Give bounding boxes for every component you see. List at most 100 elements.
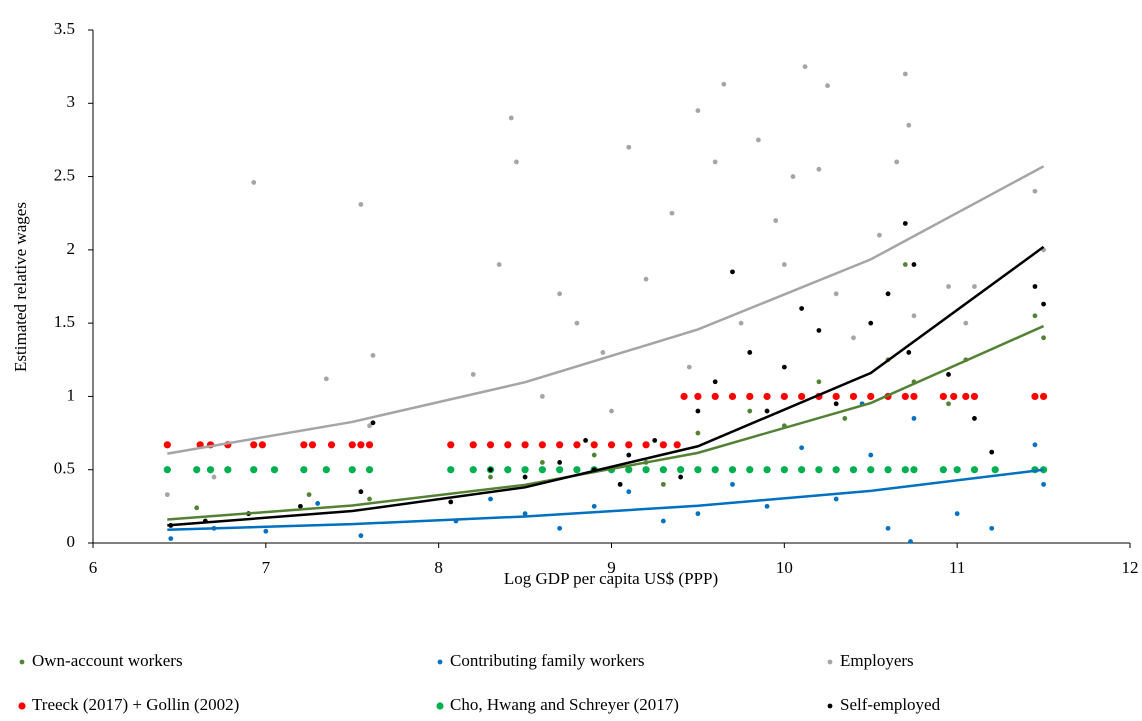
trend-line	[167, 324, 1045, 521]
y-tick-label: 3.5	[54, 19, 75, 38]
point	[721, 81, 727, 87]
point	[989, 525, 995, 531]
x-tick-label: 10	[776, 558, 793, 577]
point	[686, 364, 692, 370]
point	[756, 137, 761, 143]
point	[816, 166, 822, 172]
point	[370, 352, 376, 358]
point	[902, 221, 908, 226]
point	[447, 466, 455, 474]
point	[798, 392, 806, 401]
point	[539, 394, 545, 399]
point	[357, 441, 365, 449]
point	[747, 408, 753, 414]
point	[911, 416, 917, 421]
point	[348, 466, 356, 474]
point	[370, 420, 376, 426]
point	[901, 466, 909, 474]
point	[652, 438, 658, 443]
point	[763, 466, 771, 474]
point	[557, 459, 563, 465]
point	[348, 441, 356, 449]
point	[1039, 392, 1048, 401]
point	[504, 441, 512, 449]
point	[773, 218, 779, 223]
y-tick-label: 0.5	[54, 459, 75, 478]
point	[799, 445, 805, 451]
point	[906, 350, 912, 355]
point	[163, 441, 171, 449]
point	[660, 518, 666, 524]
point	[780, 466, 788, 474]
point	[970, 466, 979, 474]
point	[496, 262, 502, 267]
point	[591, 503, 597, 509]
x-axis-label: Log GDP per capita US$ (PPP)	[504, 569, 718, 588]
point	[327, 441, 336, 449]
y-axis-label: Estimated relative wages	[11, 202, 30, 372]
point	[851, 335, 856, 341]
point	[946, 401, 951, 407]
point	[367, 496, 372, 502]
y-tick-label: 3	[67, 92, 76, 111]
point	[730, 269, 735, 275]
x-tick-label: 7	[262, 558, 271, 577]
x-tick-label: 12	[1122, 558, 1139, 577]
point	[954, 511, 960, 517]
point	[695, 108, 701, 114]
point	[849, 466, 858, 474]
y-tick-label: 1	[67, 385, 76, 404]
point	[486, 441, 495, 449]
point	[557, 291, 563, 297]
point	[263, 528, 269, 534]
point	[300, 466, 308, 474]
point	[730, 481, 735, 487]
point	[308, 441, 317, 449]
point	[963, 320, 969, 326]
point	[488, 496, 493, 502]
point	[447, 441, 455, 449]
point	[258, 441, 266, 449]
point	[250, 441, 258, 449]
point	[660, 481, 666, 487]
y-tick-label: 0	[67, 532, 76, 551]
point	[607, 441, 616, 449]
point	[746, 466, 754, 474]
legend-label: Self-employed	[840, 695, 941, 714]
point	[970, 392, 979, 401]
point	[573, 441, 581, 449]
point	[642, 466, 650, 474]
point	[868, 452, 874, 458]
trend-line	[167, 245, 1045, 527]
point	[694, 466, 702, 474]
y-tick-label: 2	[67, 239, 76, 258]
point	[833, 291, 839, 297]
point	[469, 441, 477, 449]
point	[583, 438, 588, 443]
point	[746, 392, 754, 401]
point	[790, 174, 796, 179]
point	[849, 392, 858, 401]
point	[250, 466, 258, 474]
point	[251, 180, 257, 185]
point	[1041, 335, 1046, 341]
point	[908, 539, 913, 544]
point	[365, 441, 374, 449]
point	[306, 492, 312, 498]
point	[358, 202, 364, 207]
point	[1032, 313, 1038, 319]
point	[448, 499, 454, 505]
point	[764, 503, 770, 509]
point	[910, 466, 918, 474]
point	[832, 392, 840, 401]
point	[600, 350, 606, 355]
point	[885, 525, 891, 531]
point	[300, 441, 308, 449]
point	[315, 501, 321, 506]
point	[224, 466, 232, 474]
point	[802, 64, 808, 70]
point	[764, 408, 770, 414]
point	[816, 328, 822, 333]
point	[1041, 481, 1046, 487]
